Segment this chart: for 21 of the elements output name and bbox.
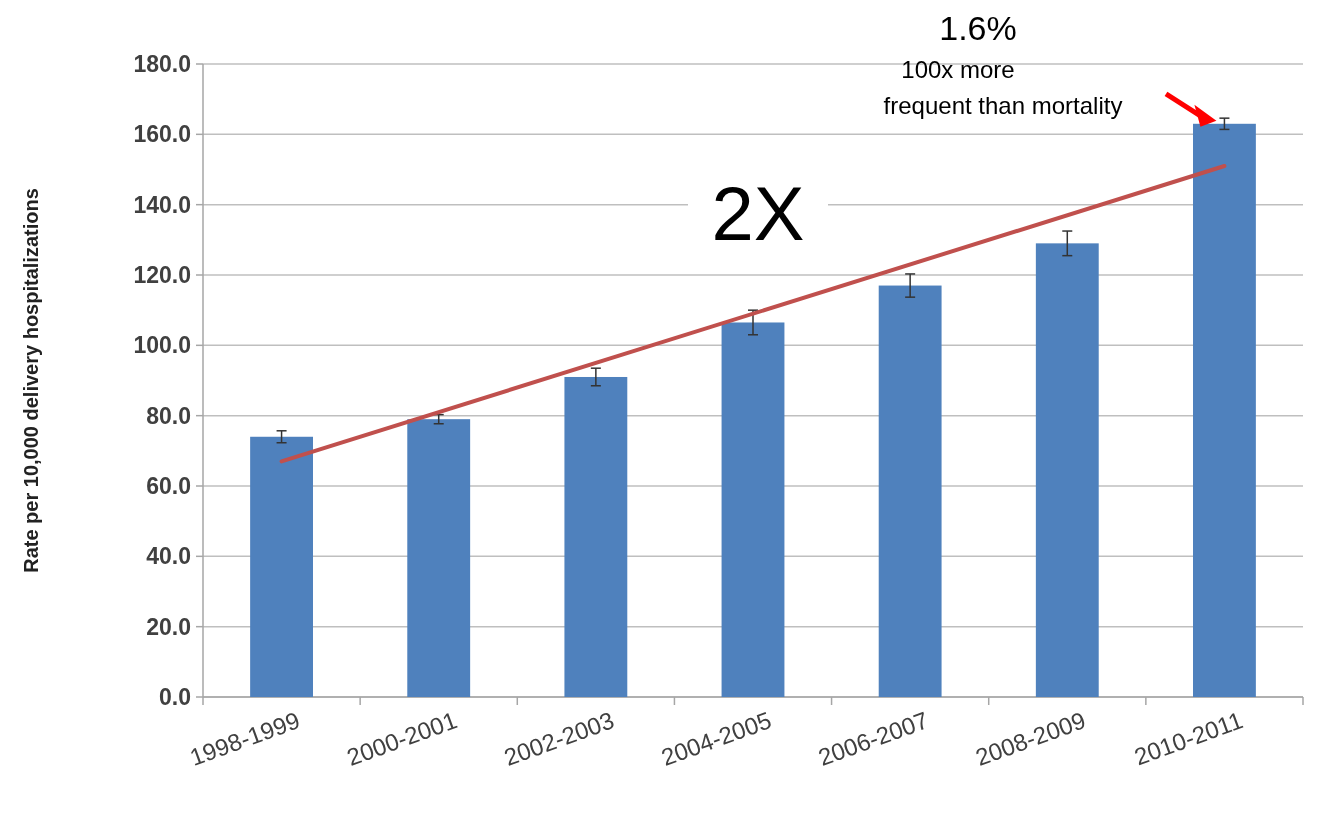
y-tick-label: 140.0: [133, 191, 191, 218]
y-tick-label: 100.0: [133, 332, 191, 359]
bar: [1193, 123, 1256, 697]
bar: [564, 376, 628, 697]
bar: [250, 436, 313, 697]
annotation: 2X: [711, 170, 805, 256]
y-tick-label: 180.0: [133, 51, 191, 78]
y-axis-title: Rate per 10,000 delivery hospitalizations: [20, 188, 42, 573]
y-tick-label: 20.0: [146, 613, 191, 640]
bar: [1035, 243, 1099, 697]
y-tick-label: 80.0: [146, 402, 191, 429]
y-tick-label: 0.0: [159, 684, 191, 711]
bar: [407, 419, 471, 697]
y-tick-label: 120.0: [133, 262, 191, 289]
y-tick-label: 60.0: [146, 473, 191, 500]
bar: [878, 285, 942, 697]
y-tick-label: 40.0: [146, 543, 191, 570]
text: 1.6%: [939, 9, 1017, 47]
annotation: 100x more frequent than mortality: [883, 56, 1123, 119]
y-tick-label: 160.0: [133, 121, 191, 148]
bar: [721, 322, 785, 697]
